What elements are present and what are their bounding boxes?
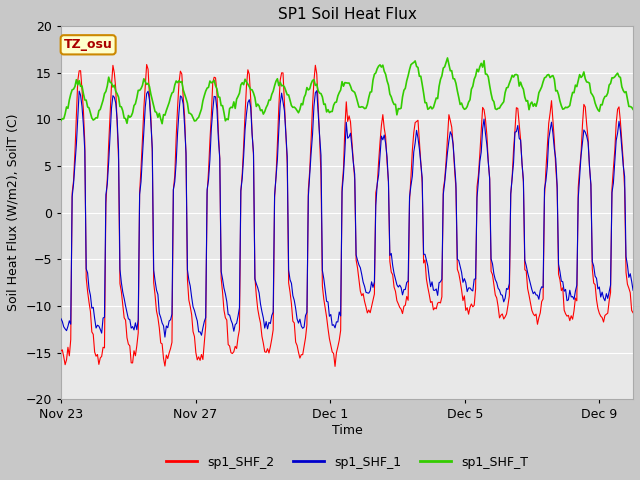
Title: SP1 Soil Heat Flux: SP1 Soil Heat Flux <box>278 7 417 22</box>
X-axis label: Time: Time <box>332 424 362 437</box>
Text: TZ_osu: TZ_osu <box>64 38 113 51</box>
Y-axis label: Soil Heat Flux (W/m2), SoilT (C): Soil Heat Flux (W/m2), SoilT (C) <box>7 114 20 312</box>
Legend: sp1_SHF_2, sp1_SHF_1, sp1_SHF_T: sp1_SHF_2, sp1_SHF_1, sp1_SHF_T <box>161 451 533 474</box>
